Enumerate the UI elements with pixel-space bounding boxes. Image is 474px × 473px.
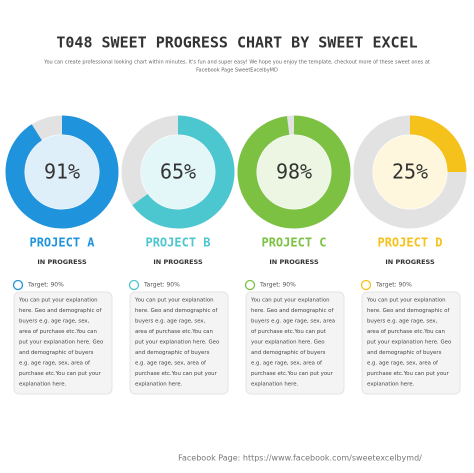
explanation-line: explanation here. xyxy=(135,382,183,388)
explanation-line: buyers e.g. age rage, sex, xyxy=(135,319,206,325)
explanation-line: purchase etc.You can put your xyxy=(367,371,450,377)
explanation-line: e.g. age rage, sex, area of xyxy=(251,361,322,367)
status: IN PROGRESS xyxy=(37,258,87,266)
target: Target: 90% xyxy=(375,282,412,289)
donut-arc xyxy=(409,115,467,173)
donut-hole xyxy=(257,135,331,209)
bulb-icon xyxy=(128,279,140,291)
explanation-line: e.g. age rage, sex, area of xyxy=(19,361,90,367)
explanation-card xyxy=(13,291,113,395)
target: Target: 90% xyxy=(27,282,64,289)
status: IN PROGRESS xyxy=(153,258,203,266)
explanation-line: and demographic of buyers xyxy=(19,350,94,356)
explanation-line: put your explanation here. Geo xyxy=(367,340,451,346)
donut-hole xyxy=(373,135,447,209)
explanation-line: of purchase etc.You can put xyxy=(251,329,326,335)
footer: Facebook Page: https://www.facebook.com/… xyxy=(178,454,422,463)
explanation-line: You can put your explanation xyxy=(18,298,98,304)
explanation-line: explanation here. xyxy=(251,382,299,388)
bulb-icon xyxy=(360,279,372,291)
explanation-line: purchase etc.You can put your xyxy=(251,371,334,377)
subtitle-line: You can create professional looking char… xyxy=(43,60,430,66)
project-title: PROJECT A xyxy=(29,236,95,250)
explanation-card xyxy=(361,291,461,395)
explanation-line: purchase etc.You can put your xyxy=(19,371,102,377)
explanation-line: put your explanation here. Geo xyxy=(19,340,103,346)
bulb-icon xyxy=(244,279,256,291)
explanation-line: You can put your explanation xyxy=(250,298,330,304)
explanation-line: here. Geo and demographic of xyxy=(19,308,101,314)
explanation-line: buyers e.g. age rage, sex, area xyxy=(251,319,335,325)
explanation-line: area of purchase etc.You can xyxy=(135,329,213,335)
explanation-line: here. Geo and demographic of xyxy=(135,308,217,314)
explanation-line: e.g. age rage, sex, area of xyxy=(135,361,206,367)
status: IN PROGRESS xyxy=(385,258,435,266)
donut-hole xyxy=(25,135,99,209)
explanation-line: buyers e.g. age rage, sex, xyxy=(19,319,90,325)
explanation-line: your explanation here. Geo xyxy=(251,340,325,346)
donut-value: 91% xyxy=(44,160,80,184)
explanation-line: here. Geo and demographic of xyxy=(251,308,333,314)
explanation-line: You can put your explanation xyxy=(366,298,446,304)
explanation-line: here. Geo and demographic of xyxy=(367,308,449,314)
explanation-line: and demographic of buyers xyxy=(251,350,326,356)
explanation-line: explanation here. xyxy=(19,382,67,388)
project-title: PROJECT C xyxy=(261,236,326,250)
explanation-line: area of purchase etc.You can xyxy=(367,329,445,335)
status: IN PROGRESS xyxy=(269,258,319,266)
explanation-card xyxy=(129,291,229,395)
target: Target: 90% xyxy=(143,282,180,289)
donut-value: 25% xyxy=(392,160,428,184)
donut-hole xyxy=(141,135,215,209)
project-title: PROJECT B xyxy=(145,236,210,250)
explanation-line: e.g. age rage, sex, area of xyxy=(367,361,438,367)
explanation-card xyxy=(245,291,345,395)
explanation-line: and demographic of buyers xyxy=(367,350,442,356)
target: Target: 90% xyxy=(259,282,296,289)
explanation-line: purchase etc.You can put your xyxy=(135,371,218,377)
donut-arc xyxy=(132,115,235,229)
donut-arc xyxy=(237,115,351,229)
explanation-line: explanation here. xyxy=(367,382,415,388)
project-title: PROJECT D xyxy=(377,236,442,250)
explanation-line: area of purchase etc.You can xyxy=(19,329,97,335)
explanation-line: buyers e.g. age rage, sex, xyxy=(367,319,438,325)
explanation-line: and demographic of buyers xyxy=(135,350,210,356)
donut-value: 98% xyxy=(276,160,312,184)
subtitle-line: Facebook Page SweetExcelbyMD xyxy=(196,68,278,74)
explanation-line: You can put your explanation xyxy=(134,298,214,304)
explanation-line: put your explanation here. Geo xyxy=(135,340,219,346)
donut-arc xyxy=(5,115,119,229)
donut-value: 65% xyxy=(160,160,196,184)
page-title: T048 SWEET PROGRESS CHART BY SWEET EXCEL xyxy=(56,34,417,52)
bulb-icon xyxy=(12,279,24,291)
